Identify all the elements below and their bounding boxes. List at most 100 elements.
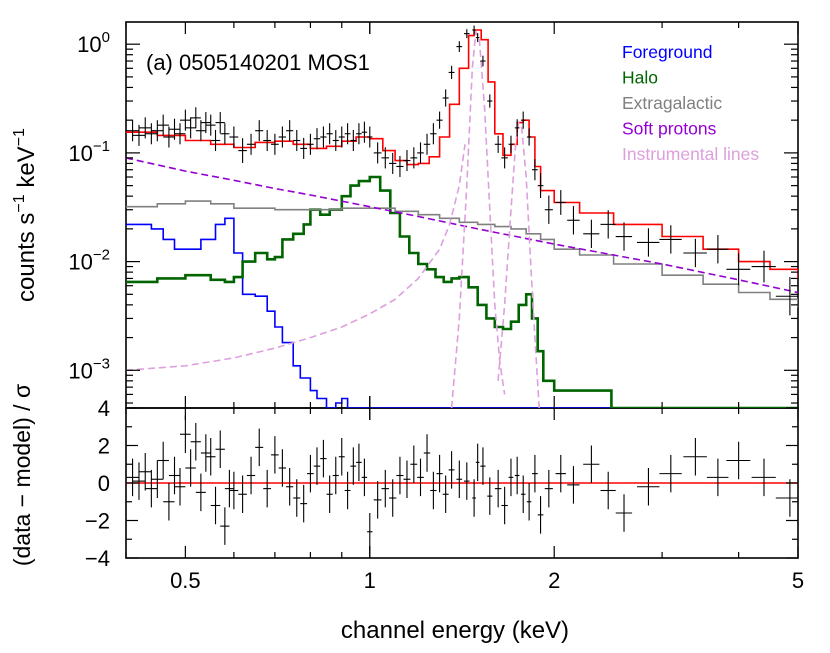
data-point — [501, 147, 508, 169]
res-y-tick-label: −2 — [85, 509, 110, 534]
residual-point — [338, 438, 345, 476]
residual-point — [389, 479, 397, 517]
data-point — [706, 235, 729, 264]
residual-point — [367, 513, 373, 551]
data-point — [456, 41, 463, 52]
residual-point — [278, 449, 287, 487]
data-point — [185, 117, 196, 139]
res-y-tick-label: 4 — [98, 396, 110, 421]
data-point — [220, 123, 230, 145]
residual-point — [526, 483, 532, 521]
x-tick-label: 1 — [364, 568, 376, 593]
residual-point — [195, 473, 206, 512]
data-point — [403, 150, 411, 172]
residual-point — [475, 443, 480, 482]
residual-point — [205, 438, 216, 476]
data-point — [190, 107, 201, 129]
residual-point — [537, 496, 544, 534]
legend-entry: Instrumental lines — [622, 144, 759, 164]
residual-point — [381, 469, 390, 508]
residual-point — [293, 479, 301, 517]
res-y-tick-label: 0 — [98, 471, 110, 496]
residual-point — [775, 479, 798, 517]
data-point — [195, 120, 206, 142]
legend: Foreground Halo Extragalactic Soft protons I… — [622, 42, 759, 164]
residual-point — [145, 469, 158, 508]
y-tick-exponent: 0 — [102, 29, 110, 46]
data-point — [410, 147, 418, 169]
ylabel-sup1: −1 — [11, 194, 28, 212]
legend-entry: Soft protons — [622, 119, 717, 139]
residual-point — [190, 423, 201, 461]
series-instr-si — [497, 120, 540, 408]
data-point — [600, 210, 616, 239]
data-point — [544, 195, 553, 224]
data-point — [508, 135, 514, 153]
data-point — [361, 121, 368, 143]
data-point — [157, 114, 169, 136]
y-tick-base: 10 — [68, 141, 92, 166]
data-point — [567, 206, 580, 235]
residual-point — [185, 449, 196, 487]
data-point — [430, 123, 437, 145]
residual-y-axis-label: (data − model) / σ — [9, 384, 35, 566]
residual-point — [436, 454, 443, 493]
series-model — [126, 29, 798, 279]
residual-point — [210, 486, 221, 525]
y-tick-label: 10−1 — [68, 138, 110, 166]
data-point — [683, 238, 707, 268]
spectrum-plot-area — [126, 25, 798, 408]
data-point — [615, 222, 633, 251]
data-point — [205, 114, 216, 136]
data-point — [373, 142, 382, 164]
data-point — [350, 129, 357, 152]
data-point — [464, 29, 470, 39]
residual-point — [448, 451, 455, 489]
y-tick-base: 10 — [68, 250, 92, 275]
residual-point — [238, 475, 247, 513]
data-point — [636, 228, 660, 257]
y-tick-label: 100 — [77, 29, 110, 57]
residual-point — [157, 441, 169, 480]
series-foreground — [126, 217, 798, 408]
data-point — [480, 55, 486, 67]
data-point — [338, 126, 345, 148]
data-point — [532, 159, 538, 181]
series-instr-continuum — [126, 144, 466, 372]
series-instr-al — [450, 28, 506, 408]
data-point — [307, 133, 314, 155]
data-point — [751, 250, 776, 283]
data-point — [246, 133, 256, 155]
legend-entry: Extragalactic — [622, 93, 722, 113]
data-point — [659, 225, 682, 254]
spectrum-y-axis-label: counts s−1 keV−1 — [11, 128, 40, 302]
residual-point — [271, 436, 279, 474]
residual-point — [706, 458, 729, 497]
residual-point — [683, 438, 707, 476]
data-point — [494, 135, 502, 153]
data-point — [174, 123, 186, 145]
residual-point — [220, 507, 230, 545]
data-point — [210, 129, 221, 152]
data-point — [367, 126, 373, 148]
residual-point — [200, 434, 211, 472]
data-point — [487, 94, 493, 108]
data-point — [320, 126, 327, 148]
data-point — [520, 111, 526, 129]
data-point — [417, 142, 424, 164]
data-point — [126, 120, 139, 142]
residual-point — [442, 475, 449, 513]
data-point — [423, 133, 431, 155]
residual-point — [600, 471, 616, 510]
residual-point — [224, 469, 234, 508]
legend-entry: Foreground — [622, 42, 712, 62]
data-point — [313, 128, 321, 150]
res-y-tick-label: −4 — [85, 546, 110, 571]
data-point — [179, 109, 191, 131]
res-y-tick-label: 2 — [98, 434, 110, 459]
residual-point — [332, 456, 339, 495]
y-tick-base: 10 — [68, 358, 92, 383]
legend-entry: Halo — [622, 68, 658, 88]
